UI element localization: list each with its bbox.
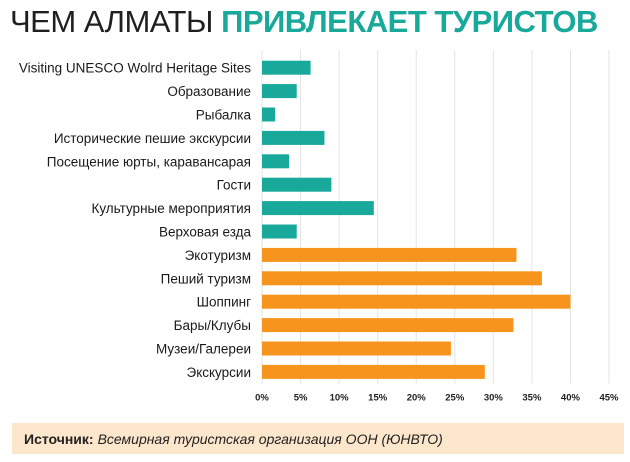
category-label: Культурные мероприятия xyxy=(91,201,251,216)
bar xyxy=(262,271,542,286)
category-label: Посещение юрты, каравансарая xyxy=(47,154,251,169)
category-label: Пеший туризм xyxy=(161,271,251,286)
bar xyxy=(262,341,451,356)
bar xyxy=(262,84,297,99)
bar-chart: 0% 5% 10% 15% 20% 25% 30% 35% 40% 45% Visiting UNE… xyxy=(19,50,619,404)
title-part-1: ЧЕМ АЛМАТЫ xyxy=(10,4,213,39)
category-label: Бары/Клубы xyxy=(174,318,251,333)
x-tick-label: 0% xyxy=(255,393,269,404)
category-label: Экскурсии xyxy=(186,365,251,380)
bar xyxy=(262,294,571,309)
source-label: Источник: xyxy=(24,430,94,447)
source-footer: Источник: Всемирная туристская организац… xyxy=(12,423,624,454)
category-label: Шоппинг xyxy=(197,295,251,310)
category-label: Рыбалка xyxy=(196,108,252,123)
category-label: Исторические пешие экскурсии xyxy=(54,131,251,146)
bar xyxy=(262,177,332,192)
bar xyxy=(262,107,276,122)
bar xyxy=(262,224,297,239)
category-label: Образование xyxy=(167,84,251,99)
x-tick-label: 5% xyxy=(294,393,308,404)
bar xyxy=(262,130,325,145)
x-tick-label: 25% xyxy=(445,393,465,404)
category-label: Visiting UNESCO Wolrd Heritage Sites xyxy=(19,61,251,76)
x-tick-label: 15% xyxy=(368,393,388,404)
bar xyxy=(262,318,514,333)
source-text: Всемирная туристская организация ООН (ЮН… xyxy=(97,430,443,447)
x-tick-label: 20% xyxy=(407,393,427,404)
bar xyxy=(262,201,374,216)
bar xyxy=(262,364,485,379)
category-label: Гости xyxy=(217,178,251,193)
bar xyxy=(262,154,289,169)
bar xyxy=(262,60,311,75)
x-tick-label: 40% xyxy=(561,393,581,404)
chart-title: ЧЕМ АЛМАТЫ ПРИВЛЕКАЕТ ТУРИСТОВ xyxy=(10,2,598,42)
x-tick-label: 10% xyxy=(330,393,350,404)
x-tick-label: 35% xyxy=(522,393,542,404)
x-tick-label: 45% xyxy=(599,393,619,404)
category-label: Экотуризм xyxy=(185,248,251,263)
bar xyxy=(262,247,517,262)
category-label: Верховая езда xyxy=(159,225,252,240)
category-label: Музеи/Галереи xyxy=(156,342,251,357)
x-tick-label: 30% xyxy=(484,393,504,404)
title-part-2: ПРИВЛЕКАЕТ ТУРИСТОВ xyxy=(221,4,598,39)
